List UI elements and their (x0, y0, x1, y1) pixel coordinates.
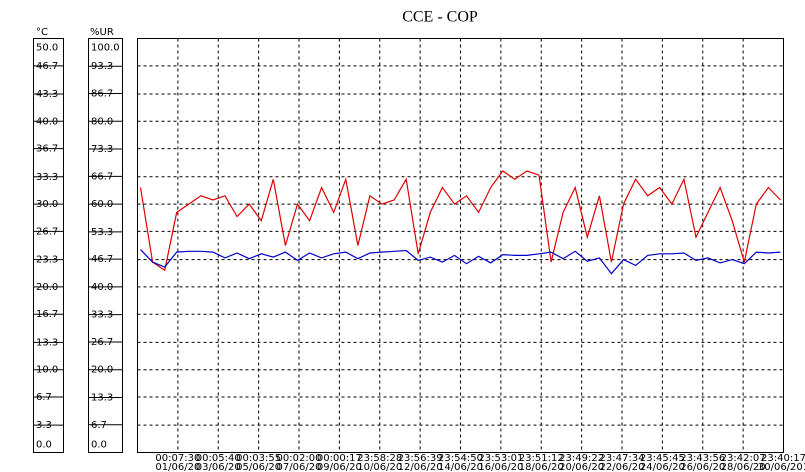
x-tick-date: 09/06/20 (317, 462, 362, 472)
x-tick-time: 23:54:50 (438, 453, 483, 464)
x-tick-date: 20/06/20 (559, 462, 604, 472)
x-tick-date: 14/06/20 (438, 462, 483, 472)
y-axis-column (33, 38, 64, 453)
x-tick-time: 23:53:01 (478, 453, 523, 464)
y2-tick-label: 0.0 (91, 440, 107, 451)
x-tick-date: 18/06/20 (519, 462, 564, 472)
y-tick-label: 0.0 (36, 440, 52, 451)
x-tick-time: 00:07:30 (155, 453, 200, 464)
y2-axis-column (88, 38, 123, 453)
y2-tick-label: 100.0 (91, 43, 120, 54)
x-tick-time: 00:00:17 (317, 453, 362, 464)
x-tick-time: 23:49:22 (559, 453, 604, 464)
x-tick-date: 26/06/20 (680, 462, 725, 472)
y-tick-label: 50.0 (36, 43, 58, 54)
x-tick-time: 23:40:17 (761, 453, 805, 464)
x-tick-time: 00:03:55 (236, 453, 281, 464)
x-tick-time: 23:56:39 (398, 453, 443, 464)
x-tick-date: 28/06/20 (721, 462, 766, 472)
y2-unit: %UR (90, 27, 114, 38)
x-tick-date: 03/06/20 (196, 462, 241, 472)
y-unit: °C (36, 27, 48, 38)
x-tick-time: 00:05:40 (196, 453, 241, 464)
x-tick-date: 16/06/20 (478, 462, 523, 472)
x-tick-date: 10/06/20 (357, 462, 402, 472)
series-line (140, 249, 781, 275)
x-tick-time: 23:51:12 (519, 453, 564, 464)
x-tick-date: 12/06/20 (398, 462, 443, 472)
series-line (139, 170, 781, 272)
x-tick-date: 05/06/20 (236, 462, 281, 472)
x-tick-time: 23:47:34 (600, 453, 645, 464)
x-tick-time: 23:42:07 (721, 453, 766, 464)
x-tick-time: 23:43:56 (680, 453, 725, 464)
x-tick-date: 22/06/20 (600, 462, 645, 472)
x-tick-date: 01/06/20 (155, 462, 200, 472)
x-tick-date: 24/06/20 (640, 462, 685, 472)
chart-title: CCE - COP (402, 9, 478, 26)
x-tick-time: 23:58:28 (357, 453, 402, 464)
x-tick-date: 07/06/20 (277, 462, 322, 472)
x-tick-time: 00:02:00 (277, 453, 322, 464)
x-tick-date: 30/06/201 (758, 462, 805, 472)
x-tick-time: 23:45:45 (640, 453, 685, 464)
